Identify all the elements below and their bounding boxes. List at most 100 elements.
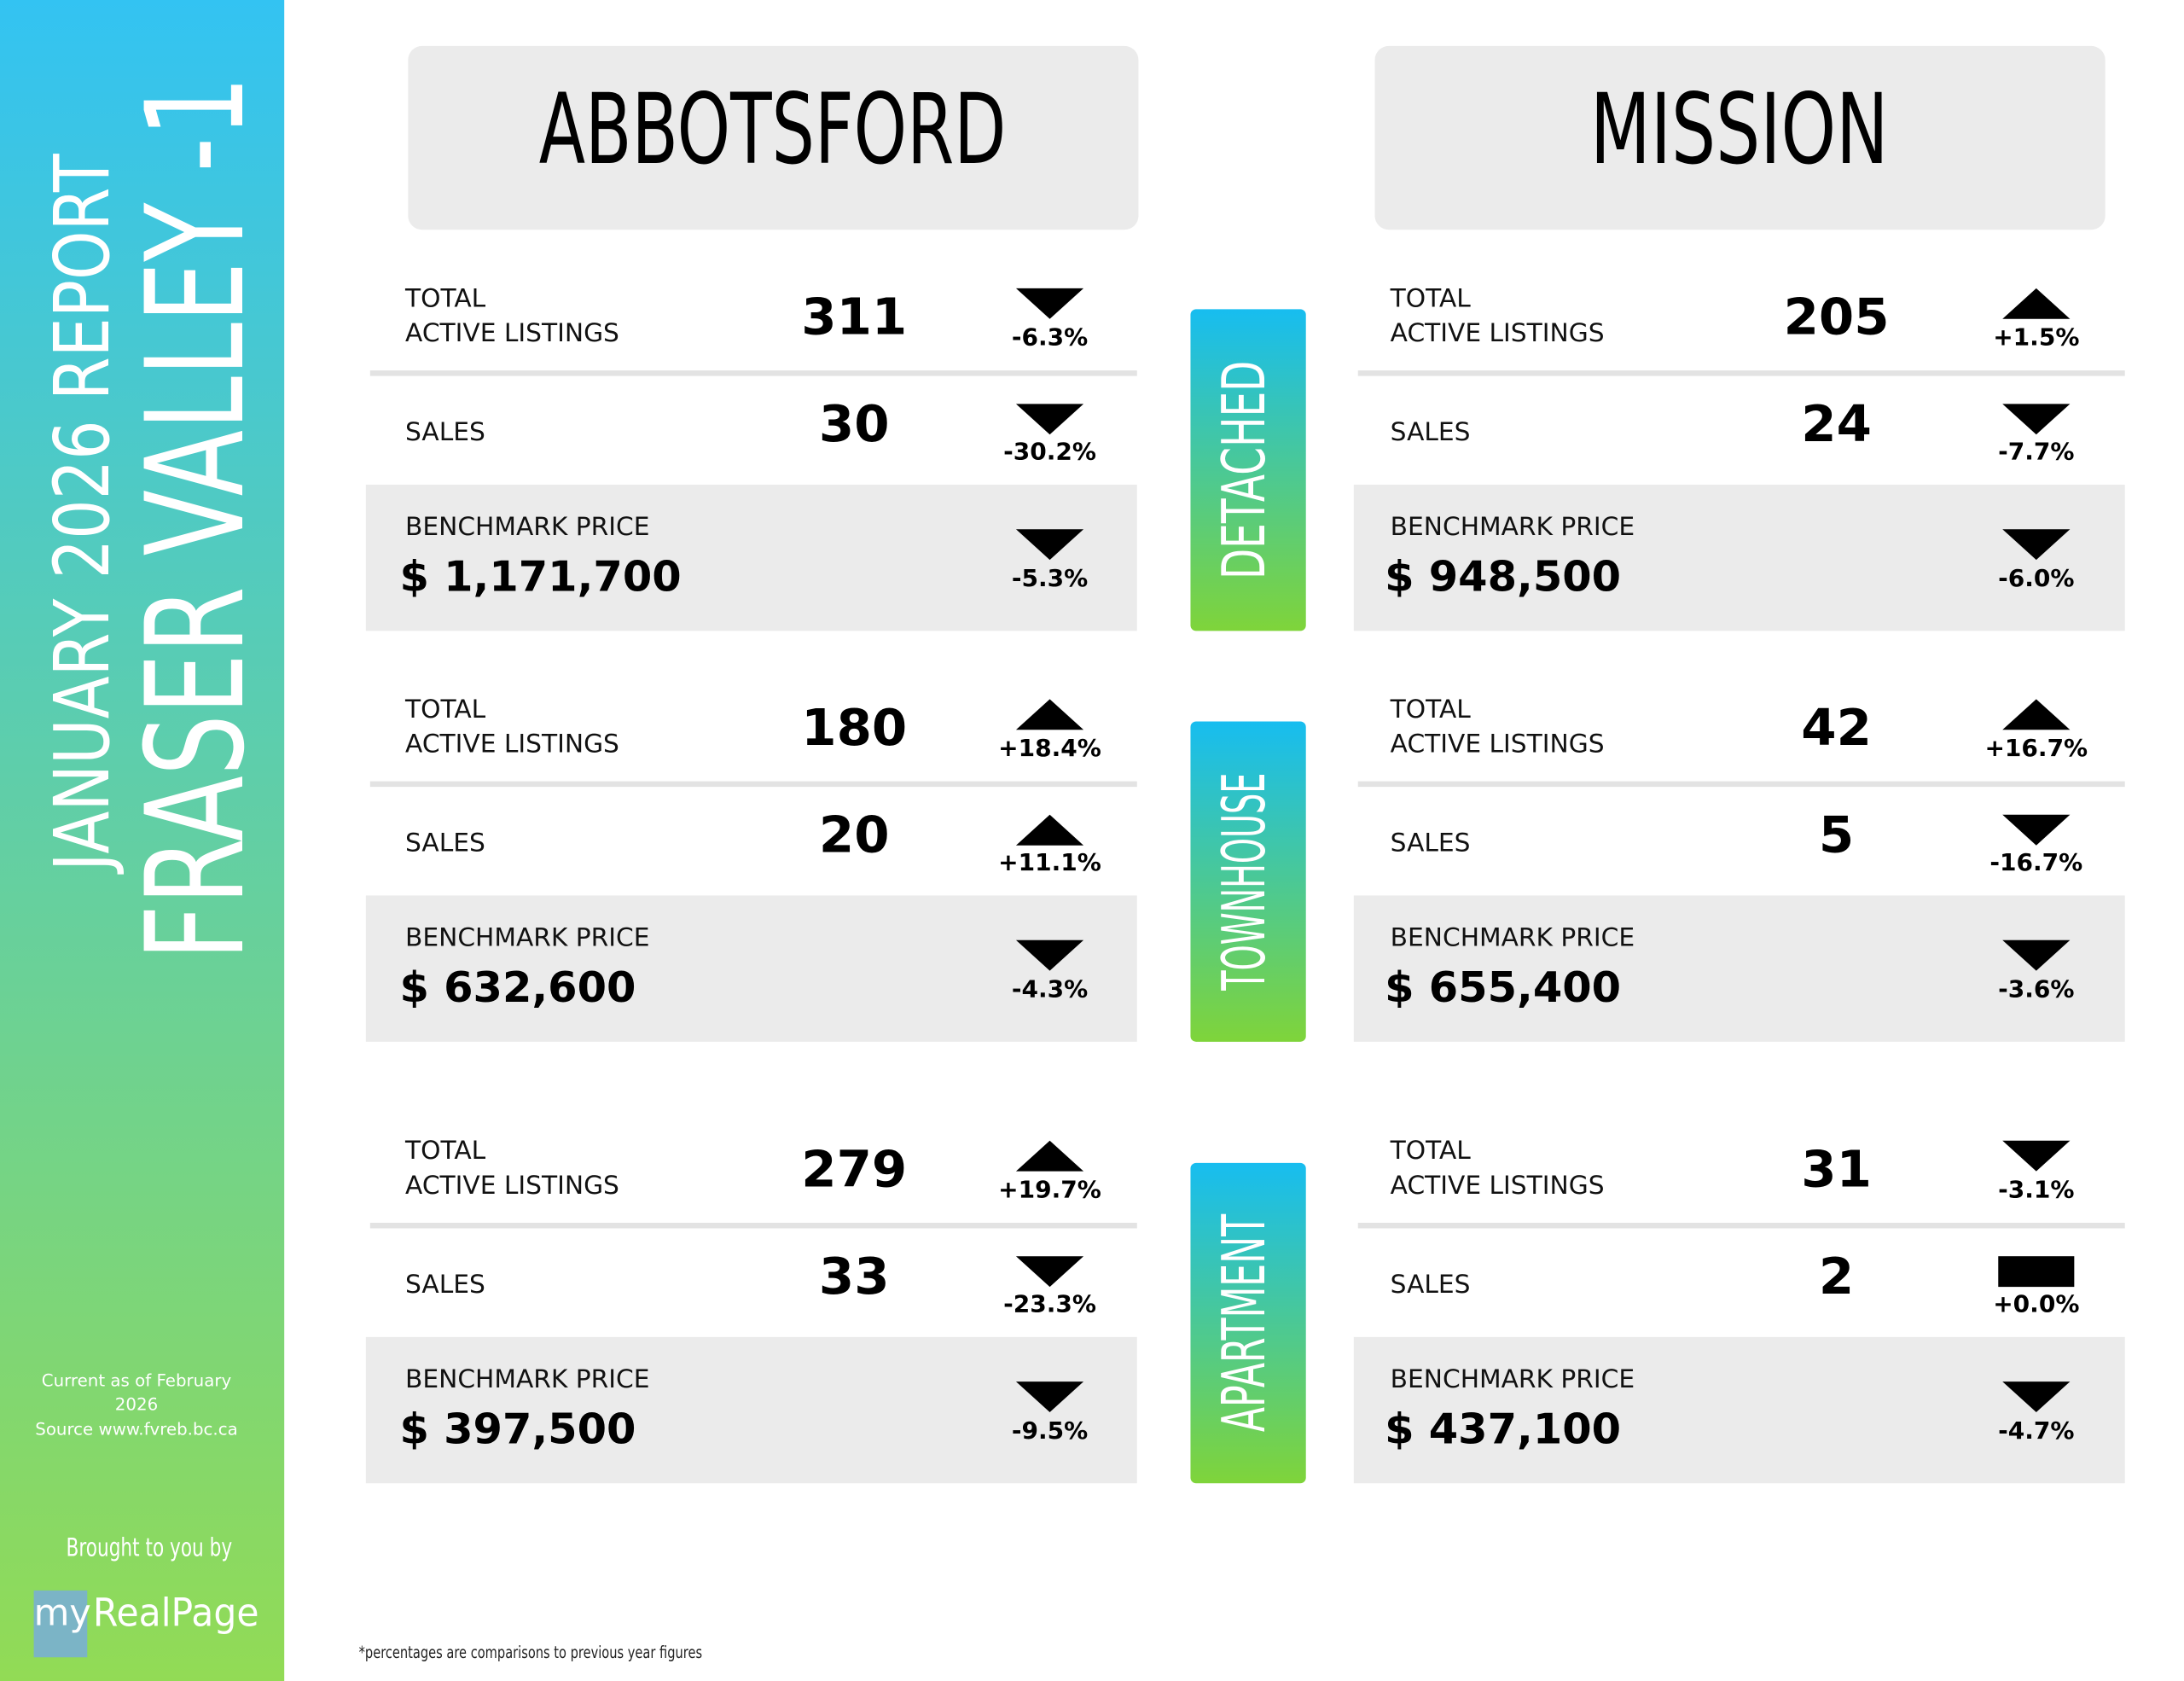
note: Source www.fvreb.bc.ca xyxy=(35,1420,237,1440)
up-arrow xyxy=(1015,814,1084,846)
row-label: ACTIVE LISTINGS xyxy=(1391,730,1605,759)
change: -7.7% xyxy=(1998,438,2074,466)
row-label: TOTAL xyxy=(404,284,486,313)
category-label: TOWNHOUSE xyxy=(1211,773,1279,992)
row-label: ACTIVE LISTINGS xyxy=(1391,318,1605,347)
city-header xyxy=(408,45,1139,230)
row-value: 205 xyxy=(1784,288,1890,346)
row-label: BENCHMARK PRICE xyxy=(1391,923,1635,952)
change: -6.3% xyxy=(1012,323,1088,352)
city-header xyxy=(1374,45,2106,230)
row-label: BENCHMARK PRICE xyxy=(405,923,649,952)
row-label: TOTAL xyxy=(1390,1136,1472,1165)
row-label: TOTAL xyxy=(1390,284,1472,313)
price: $ 632,600 xyxy=(399,963,636,1012)
row-label: SALES xyxy=(1391,1270,1471,1299)
down-arrow xyxy=(1015,404,1084,435)
price: $ 437,100 xyxy=(1385,1405,1621,1454)
row-label: BENCHMARK PRICE xyxy=(1391,1364,1635,1393)
category-label: DETACHED xyxy=(1211,361,1279,579)
row-label: ACTIVE LISTINGS xyxy=(405,1171,619,1200)
down-arrow xyxy=(1015,288,1084,319)
down-arrow xyxy=(2002,814,2071,846)
row-label: BENCHMARK PRICE xyxy=(1391,512,1635,541)
change: -3.6% xyxy=(1998,975,2074,1003)
flat-indicator xyxy=(1998,1256,2075,1288)
up-arrow xyxy=(2002,288,2071,319)
row-value: 5 xyxy=(1819,806,1854,864)
row-value: 180 xyxy=(801,698,907,757)
change: +19.7% xyxy=(998,1176,1101,1204)
benchmark-box xyxy=(365,1336,1137,1484)
row-label: SALES xyxy=(405,417,485,446)
note: Current as of February xyxy=(42,1371,232,1391)
benchmark-box xyxy=(365,895,1137,1042)
down-arrow xyxy=(2002,404,2071,435)
row-value: 24 xyxy=(1801,394,1872,453)
down-arrow xyxy=(2002,939,2071,971)
row-value: 30 xyxy=(819,394,890,453)
brought-by: Brought to you by xyxy=(67,1533,233,1562)
change: -4.7% xyxy=(1998,1416,2074,1445)
change: +18.4% xyxy=(998,734,1101,762)
down-arrow xyxy=(2002,1140,2071,1172)
price: $ 397,500 xyxy=(399,1405,636,1454)
change: -23.3% xyxy=(1003,1289,1096,1317)
region-title: FRASER VALLEY -1 xyxy=(118,76,275,960)
change: +0.0% xyxy=(1993,1289,2079,1317)
row-label: TOTAL xyxy=(404,1136,486,1165)
logo-box xyxy=(33,1590,88,1658)
change: -4.3% xyxy=(1012,975,1088,1003)
change: -9.5% xyxy=(1012,1416,1088,1445)
change: +11.1% xyxy=(998,848,1101,876)
change: -5.3% xyxy=(1012,564,1088,592)
down-arrow xyxy=(1015,1256,1084,1288)
price: $ 1,171,700 xyxy=(399,552,681,602)
report-title: JANUARY 2026 REPORT xyxy=(38,154,126,875)
row-value: 20 xyxy=(819,806,890,864)
footnote: *percentages are comparisons to previous… xyxy=(359,1643,702,1662)
logo-name: RealPage xyxy=(93,1590,259,1636)
row-label: SALES xyxy=(405,829,485,858)
city-name: MISSION xyxy=(1590,73,1889,187)
note: 2026 xyxy=(115,1394,158,1414)
city-name: ABBOTSFORD xyxy=(539,73,1007,187)
up-arrow xyxy=(1015,699,1084,730)
down-arrow xyxy=(2002,529,2071,561)
benchmark-box xyxy=(1353,1336,2125,1484)
change: -16.7% xyxy=(1989,848,2082,876)
category-bar xyxy=(1190,1162,1306,1484)
benchmark-box xyxy=(1353,895,2125,1042)
row-label: ACTIVE LISTINGS xyxy=(1391,1171,1605,1200)
category-bar xyxy=(1190,309,1306,631)
change: -6.0% xyxy=(1998,564,2074,592)
sidebar xyxy=(0,0,285,1681)
row-value: 33 xyxy=(819,1247,890,1306)
row-label: TOTAL xyxy=(404,695,486,724)
price: $ 948,500 xyxy=(1385,552,1621,602)
up-arrow xyxy=(2002,699,2071,730)
row-label: SALES xyxy=(1391,829,1471,858)
row-value: 311 xyxy=(801,288,907,346)
row-label: BENCHMARK PRICE xyxy=(405,512,649,541)
price: $ 655,400 xyxy=(1385,963,1621,1012)
row-label: SALES xyxy=(1391,417,1471,446)
benchmark-box xyxy=(1353,484,2125,631)
row-label: SALES xyxy=(405,1270,485,1299)
down-arrow xyxy=(2002,1381,2071,1412)
down-arrow xyxy=(1015,939,1084,971)
category-bar xyxy=(1190,721,1306,1042)
row-label: ACTIVE LISTINGS xyxy=(405,730,619,759)
row-value: 2 xyxy=(1819,1247,1854,1306)
benchmark-box xyxy=(365,484,1137,631)
row-value: 42 xyxy=(1801,698,1872,757)
down-arrow xyxy=(1015,1381,1084,1412)
up-arrow xyxy=(1015,1140,1084,1172)
row-label: BENCHMARK PRICE xyxy=(405,1364,649,1393)
row-value: 31 xyxy=(1801,1140,1872,1199)
row-label: TOTAL xyxy=(1390,695,1472,724)
down-arrow xyxy=(1015,529,1084,561)
change: -30.2% xyxy=(1003,438,1096,466)
